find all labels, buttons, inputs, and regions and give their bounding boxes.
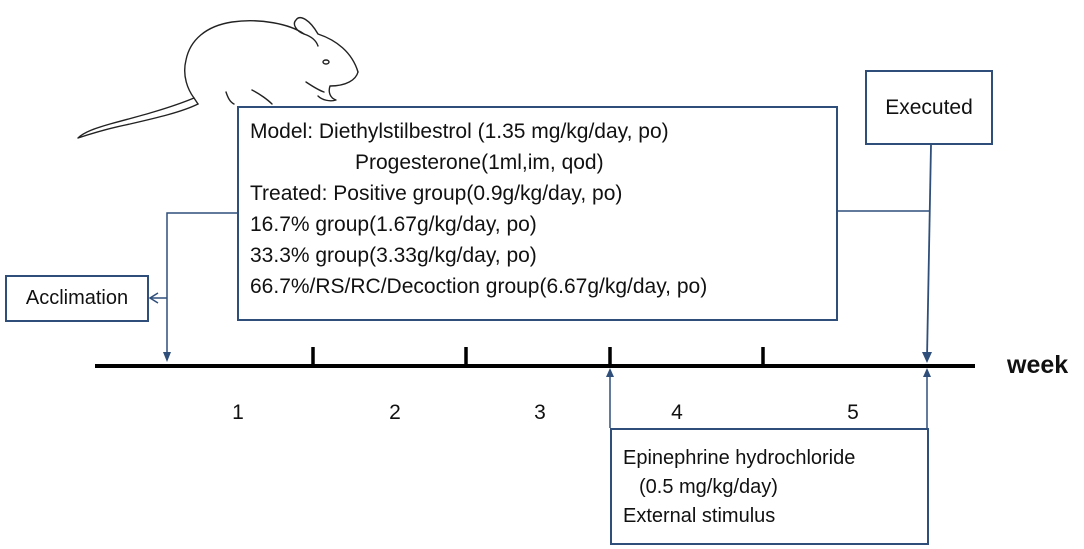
executed-connector <box>926 144 932 359</box>
week-label: 5 <box>847 401 859 424</box>
stimulus-line: Epinephrine hydrochloride <box>623 447 856 469</box>
stimulus-line: External stimulus <box>623 505 776 527</box>
week-label: 2 <box>389 401 401 424</box>
model-start-connector <box>166 212 237 360</box>
group-line: 33.3% group(3.33g/kg/day, po) <box>250 244 537 267</box>
model-line: Progesterone(1ml,im, qod) <box>355 151 604 174</box>
rat-icon <box>77 16 359 139</box>
model-treatment-box: Model: Diethylstilbestrol (1.35 mg/kg/da… <box>237 106 838 321</box>
stimulus-box: Epinephrine hydrochloride (0.5 mg/kg/day… <box>610 428 929 545</box>
stimulus-line: (0.5 mg/kg/day) <box>639 476 778 498</box>
group-line: 66.7%/RS/RC/Decoction group(6.67g/kg/day… <box>250 275 708 298</box>
week-label: 1 <box>232 401 244 424</box>
model-line: Model: Diethylstilbestrol (1.35 mg/kg/da… <box>250 120 669 143</box>
executed-arrowhead <box>922 352 932 363</box>
timeline-unit-label: week <box>1007 351 1069 379</box>
acclimation-box: Acclimation <box>5 275 149 322</box>
group-line: 16.7% group(1.67g/kg/day, po) <box>250 213 537 236</box>
stimulus-start-arrowhead <box>606 368 614 377</box>
model-start-arrowhead <box>163 352 171 362</box>
stimulus-end-arrowhead <box>923 368 931 377</box>
treated-line: Treated: Positive group(0.9g/kg/day, po) <box>250 182 623 205</box>
executed-box: Executed <box>865 70 993 145</box>
week-label: 3 <box>534 401 546 424</box>
week-label: 4 <box>671 401 683 424</box>
acclimation-arrowhead <box>148 292 159 304</box>
